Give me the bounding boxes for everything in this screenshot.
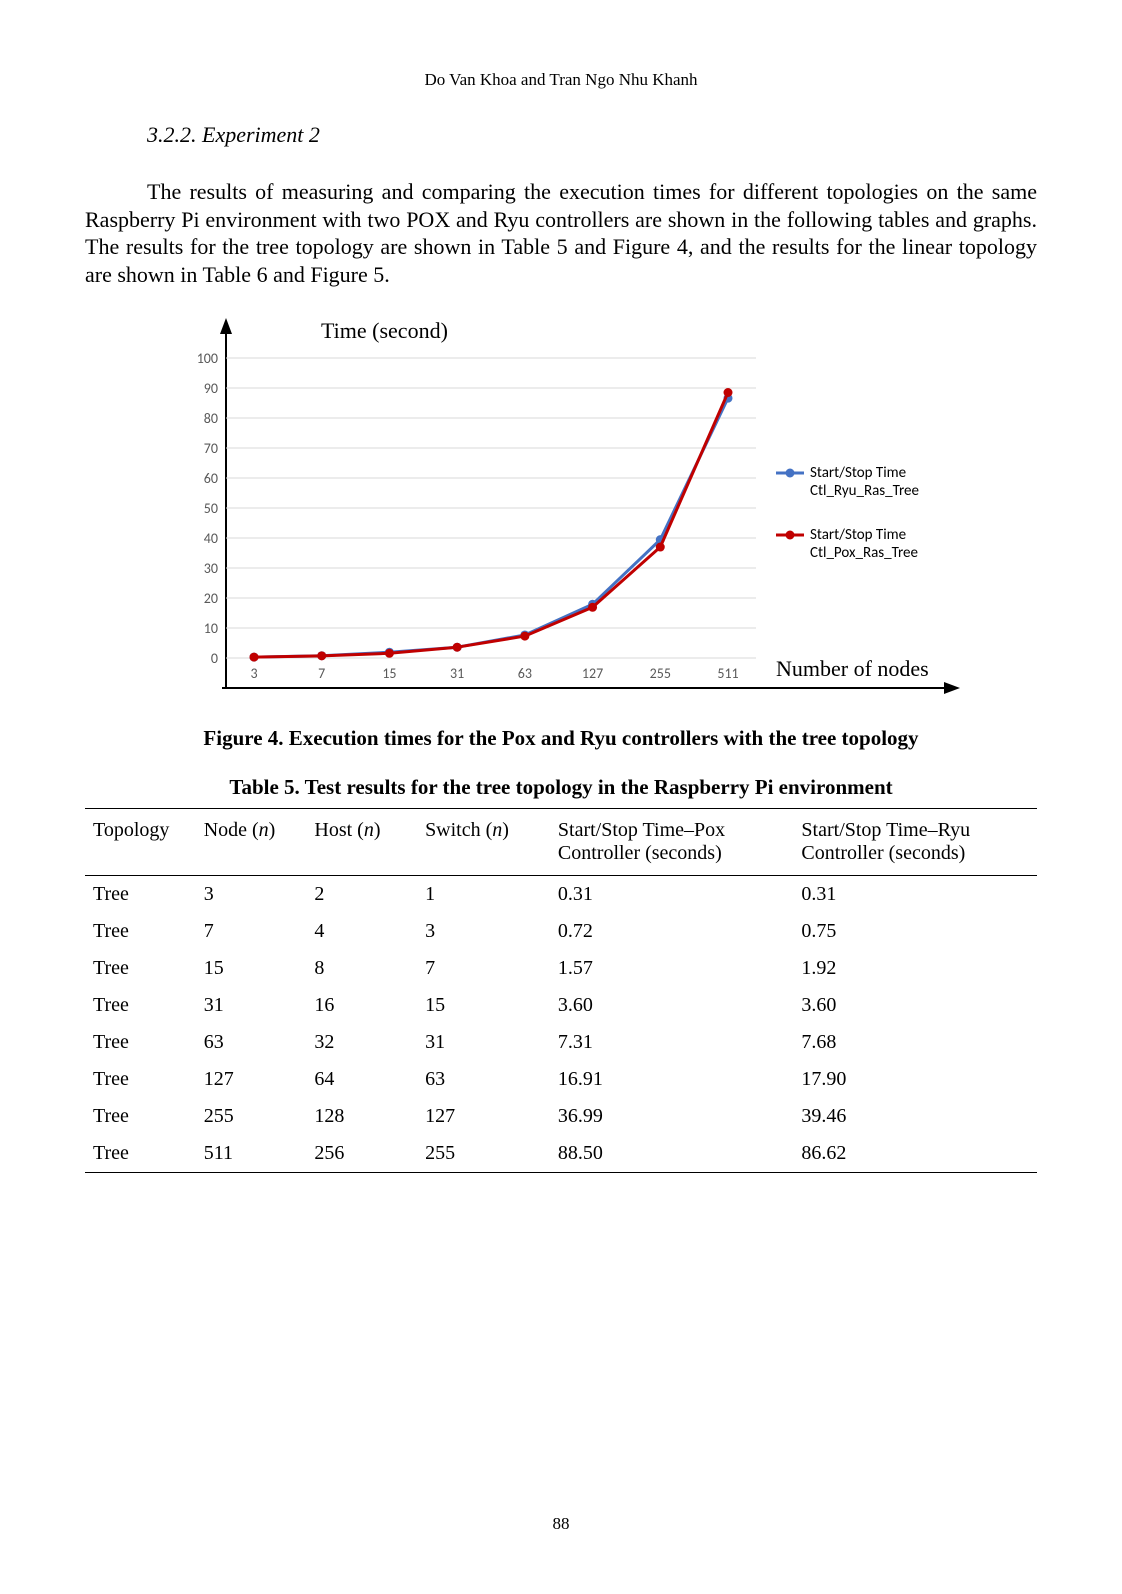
table-cell: 15 [417,987,550,1024]
table-cell: 3 [417,913,550,950]
page-number: 88 [0,1514,1122,1534]
table-cell: 63 [417,1061,550,1098]
table-cell: Tree [85,987,196,1024]
table-cell: 1.57 [550,950,794,987]
table-cell: 39.46 [793,1098,1037,1135]
svg-text:20: 20 [204,590,218,607]
svg-text:127: 127 [582,665,603,682]
svg-text:15: 15 [382,665,396,682]
table-cell: 7 [196,913,307,950]
svg-text:Ctl_Ryu_Ras_Tree: Ctl_Ryu_Ras_Tree [810,482,919,500]
table-cell: 15 [196,950,307,987]
table-cell: 16.91 [550,1061,794,1098]
table-cell: 1 [417,876,550,914]
table-cell: Tree [85,1135,196,1173]
svg-text:Ctl_Pox_Ras_Tree: Ctl_Pox_Ras_Tree [810,544,918,562]
table-cell: 36.99 [550,1098,794,1135]
table-cell: 4 [306,913,417,950]
table-row: Tree15871.571.92 [85,950,1037,987]
table-cell: 0.31 [793,876,1037,914]
table-cell: 3.60 [550,987,794,1024]
table-row: Tree127646316.9117.90 [85,1061,1037,1098]
table-cell: 31 [196,987,307,1024]
svg-text:Number of nodes: Number of nodes [776,656,929,681]
table-row: Tree3116153.603.60 [85,987,1037,1024]
svg-text:31: 31 [450,665,464,682]
svg-text:60: 60 [204,470,218,487]
table-cell: 64 [306,1061,417,1098]
table-row: Tree6332317.317.68 [85,1024,1037,1061]
table-header-cell: Start/Stop Time–RyuController (seconds) [793,809,1037,876]
table-cell: 63 [196,1024,307,1061]
svg-text:90: 90 [204,380,218,397]
svg-text:70: 70 [204,440,218,457]
header-authors: Do Van Khoa and Tran Ngo Nhu Khanh [85,70,1037,90]
table-caption: Table 5. Test results for the tree topol… [85,775,1037,800]
svg-text:50: 50 [204,500,218,517]
table-row: Tree25512812736.9939.46 [85,1098,1037,1135]
line-chart: Time (second) 0 10 20 30 40 50 60 70 80 90 100 3 7 15 3… [146,308,976,708]
table-cell: 16 [306,987,417,1024]
svg-text:3: 3 [250,665,257,682]
table-cell: 17.90 [793,1061,1037,1098]
table-cell: 0.75 [793,913,1037,950]
table-cell: 8 [306,950,417,987]
table-header-cell: Host (n) [306,809,417,876]
table-cell: 88.50 [550,1135,794,1173]
figure-caption: Figure 4. Execution times for the Pox an… [85,726,1037,751]
table-cell: 127 [417,1098,550,1135]
svg-text:10: 10 [204,620,218,637]
table-header-row: TopologyNode (n)Host (n)Switch (n)Start/… [85,809,1037,876]
table-cell: 31 [417,1024,550,1061]
svg-text:Start/Stop Time: Start/Stop Time [810,526,906,544]
table-cell: 3.60 [793,987,1037,1024]
table-cell: 3 [196,876,307,914]
table-header-cell: Topology [85,809,196,876]
table-cell: Tree [85,950,196,987]
table-row: Tree3210.310.31 [85,876,1037,914]
table-cell: 1.92 [793,950,1037,987]
svg-text:Time (second): Time (second) [321,318,448,343]
table-cell: 511 [196,1135,307,1173]
table-cell: Tree [85,913,196,950]
table-cell: 86.62 [793,1135,1037,1173]
table-header-cell: Start/Stop Time–PoxController (seconds) [550,809,794,876]
table-cell: Tree [85,1024,196,1061]
table-row: Tree7430.720.75 [85,913,1037,950]
table-cell: Tree [85,1098,196,1135]
table-cell: 127 [196,1061,307,1098]
svg-text:511: 511 [717,665,738,682]
svg-text:Start/Stop Time: Start/Stop Time [810,464,906,482]
svg-text:0: 0 [211,650,218,667]
svg-text:100: 100 [197,350,218,367]
table-cell: 32 [306,1024,417,1061]
table-header-cell: Switch (n) [417,809,550,876]
table-cell: 2 [306,876,417,914]
svg-text:255: 255 [650,665,671,682]
table-cell: 7 [417,950,550,987]
table-header-cell: Node (n) [196,809,307,876]
table-body: Tree3210.310.31Tree7430.720.75Tree15871.… [85,876,1037,1173]
body-paragraph: The results of measuring and comparing t… [85,178,1037,288]
table-cell: 7.68 [793,1024,1037,1061]
svg-text:63: 63 [518,665,532,682]
table-cell: Tree [85,1061,196,1098]
svg-text:40: 40 [204,530,218,547]
table-cell: Tree [85,876,196,914]
table-cell: 7.31 [550,1024,794,1061]
table-cell: 255 [417,1135,550,1173]
table-row: Tree51125625588.5086.62 [85,1135,1037,1173]
table-cell: 255 [196,1098,307,1135]
svg-text:80: 80 [204,410,218,427]
table-cell: 0.72 [550,913,794,950]
chart-container: Time (second) 0 10 20 30 40 50 60 70 80 90 100 3 7 15 3… [146,308,976,708]
svg-text:7: 7 [318,665,325,682]
table-cell: 128 [306,1098,417,1135]
results-table: TopologyNode (n)Host (n)Switch (n)Start/… [85,808,1037,1173]
table-cell: 0.31 [550,876,794,914]
section-heading: 3.2.2. Experiment 2 [147,122,1037,148]
table-cell: 256 [306,1135,417,1173]
svg-text:30: 30 [204,560,218,577]
